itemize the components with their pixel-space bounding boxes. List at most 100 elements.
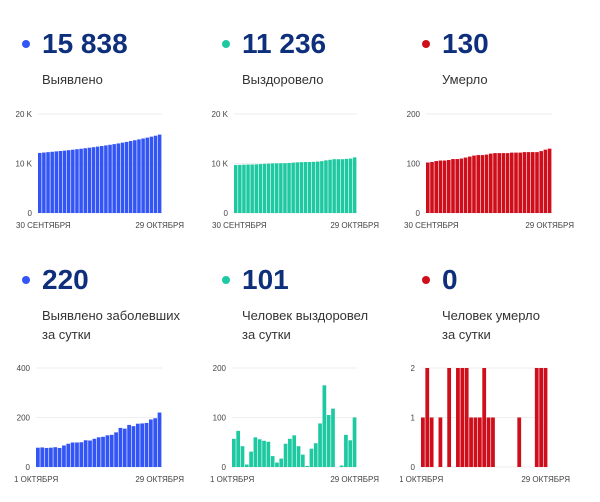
daily-died-value: 0: [442, 264, 458, 295]
bar: [331, 408, 335, 467]
bar: [100, 146, 104, 213]
bar: [311, 161, 316, 213]
bar: [522, 152, 527, 213]
bar: [489, 153, 493, 213]
card-total-died: 130 Умерло 0 100 200 30 СЕНТЯБРЯ 29 ОКТЯБРЯ: [400, 0, 600, 250]
bar: [262, 440, 266, 467]
bar: [463, 157, 468, 213]
y-tick-label: 400: [17, 364, 31, 373]
bar: [250, 164, 254, 213]
bar: [425, 368, 430, 467]
y-tick-label: 20 K: [16, 110, 33, 119]
bar: [92, 438, 97, 467]
bar: [114, 432, 118, 467]
bar: [430, 162, 434, 213]
card-total-detected: 15 838 Выявлено 0 10 K 20 K 30 СЕНТЯБРЯ 29 О…: [0, 0, 200, 250]
bar: [157, 134, 162, 213]
total-recovered-label: Выздоровело: [242, 72, 324, 87]
bar: [339, 465, 344, 467]
bar: [42, 152, 46, 213]
bar: [234, 165, 238, 213]
bar: [447, 368, 452, 467]
bar: [62, 150, 67, 213]
bar: [46, 152, 50, 213]
bar: [246, 164, 250, 213]
bar: [482, 368, 487, 467]
bar: [438, 417, 443, 467]
dot-icon: [22, 40, 30, 48]
bar: [116, 143, 121, 213]
chart-total-died: 0 100 200 30 СЕНТЯБРЯ 29 ОКТЯБРЯ: [404, 110, 574, 230]
bar: [109, 434, 114, 467]
bar: [36, 447, 40, 467]
y-tick-label: 10 K: [212, 160, 229, 169]
bar: [491, 417, 495, 467]
bar: [50, 151, 54, 213]
bar: [238, 164, 242, 213]
chart-daily-detected: 0 200 400 1 ОКТЯБРЯ 29 ОКТЯБРЯ: [14, 364, 184, 484]
bar: [57, 447, 62, 467]
bar: [242, 164, 246, 213]
bar: [257, 439, 262, 467]
label-line: за сутки: [242, 327, 291, 342]
label-line: Выявлено заболевших: [42, 308, 180, 323]
bar: [262, 163, 267, 213]
bar: [468, 156, 472, 213]
bar: [535, 152, 539, 213]
bar: [244, 464, 249, 467]
y-tick-label: 0: [224, 209, 229, 218]
bar: [66, 443, 71, 467]
bar: [71, 149, 75, 213]
bar: [279, 458, 284, 467]
x-end-label: 29 ОКТЯБРЯ: [135, 221, 184, 230]
bar: [54, 151, 59, 213]
y-tick-label: 20 K: [212, 110, 229, 119]
total-died-label: Умерло: [442, 72, 488, 87]
bar: [118, 427, 123, 467]
y-tick-label: 200: [407, 110, 421, 119]
bar: [101, 436, 105, 467]
y-tick-label: 200: [213, 364, 227, 373]
bar: [153, 418, 158, 467]
bar: [543, 149, 548, 213]
bar: [157, 412, 162, 467]
chart-total-detected: 0 10 K 20 K 30 СЕНТЯБРЯ 29 ОКТЯБРЯ: [16, 110, 185, 230]
bar: [469, 417, 473, 467]
y-tick-label: 2: [411, 364, 416, 373]
bar: [124, 141, 129, 213]
bar: [518, 152, 522, 213]
x-start-label: 30 СЕНТЯБРЯ: [212, 221, 267, 230]
bar: [421, 417, 425, 467]
bar: [58, 150, 63, 213]
chart-daily-died: 0 1 2 1 ОКТЯБРЯ 29 ОКТЯБРЯ: [400, 364, 570, 484]
bar: [299, 162, 304, 213]
bar: [426, 162, 430, 213]
bar: [144, 422, 149, 467]
y-tick-label: 200: [17, 414, 31, 423]
bar: [322, 385, 327, 467]
bar: [309, 448, 314, 467]
y-tick-label: 0: [411, 463, 416, 472]
bar: [135, 423, 140, 467]
dot-icon: [422, 40, 430, 48]
x-end-label: 29 ОКТЯБРЯ: [330, 221, 379, 230]
bar: [352, 157, 357, 213]
bar: [476, 155, 480, 213]
bar: [49, 447, 53, 467]
card-daily-recovered: 101 Человек выздоровел за сутки 0 100 200 1 …: [200, 250, 400, 502]
x-start-label: 30 СЕНТЯБРЯ: [16, 221, 71, 230]
bar: [447, 160, 451, 213]
bar: [53, 447, 58, 467]
bar: [326, 415, 331, 467]
bar: [510, 152, 514, 213]
bar: [344, 434, 348, 467]
bar: [66, 150, 71, 213]
bar: [128, 141, 133, 213]
bar: [451, 159, 455, 213]
bar: [344, 158, 349, 213]
bar: [472, 155, 476, 213]
bar: [501, 153, 506, 213]
bar: [120, 142, 125, 213]
bar: [75, 442, 79, 467]
y-tick-label: 100: [407, 160, 421, 169]
